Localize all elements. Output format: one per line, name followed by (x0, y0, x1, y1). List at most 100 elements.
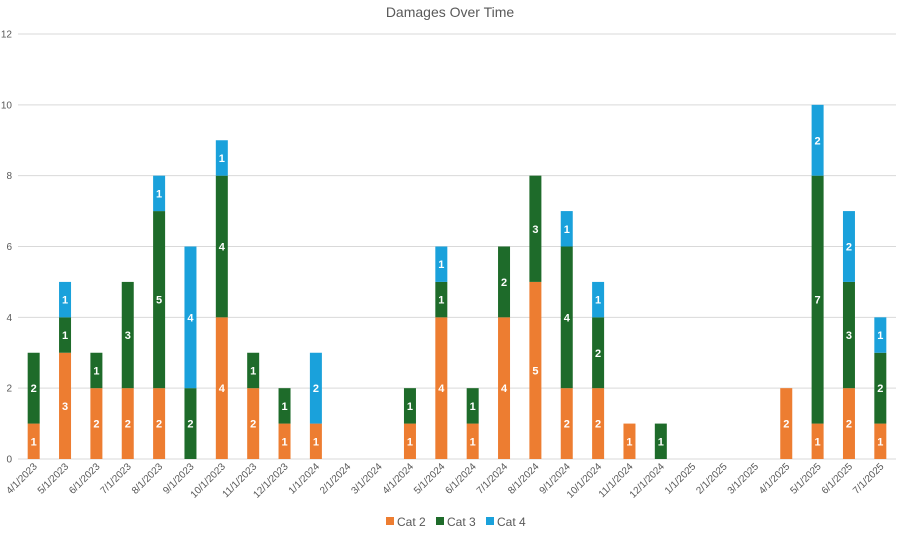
bar-segment (842, 388, 855, 459)
x-tick-label: 5/1/2024 (412, 461, 448, 497)
bar-segment (560, 388, 573, 459)
legend-swatch (386, 517, 394, 525)
bar-segment (153, 388, 166, 459)
bar-segment (59, 281, 72, 318)
data-label: 2 (250, 419, 256, 431)
x-tick-label: 3/1/2024 (349, 461, 385, 497)
data-label: 1 (62, 330, 68, 342)
data-label: 2 (187, 419, 193, 431)
data-label: 1 (93, 365, 99, 377)
data-label: 2 (846, 242, 852, 254)
gridlines (18, 33, 896, 460)
y-tick-label: 6 (6, 242, 12, 253)
legend-label: Cat 4 (497, 515, 526, 529)
data-label: 1 (438, 259, 444, 271)
bar-segment (592, 388, 605, 459)
data-label: 1 (313, 436, 319, 448)
data-label: 1 (281, 401, 287, 413)
data-label: 2 (31, 383, 37, 395)
data-label: 4 (501, 383, 508, 395)
x-tick-label: 7/1/2023 (99, 461, 135, 497)
bar-segment (529, 281, 542, 459)
legend-label: Cat 2 (397, 515, 426, 529)
data-label: 1 (626, 436, 632, 448)
bar-segment (874, 423, 887, 459)
bar-segment (811, 104, 824, 176)
bar-segment (560, 211, 573, 247)
bar-segment (874, 352, 887, 424)
data-label: 1 (470, 401, 476, 413)
data-label: 1 (281, 436, 287, 448)
x-tick-label: 12/1/2023 (251, 461, 291, 501)
y-tick-label: 12 (1, 30, 13, 41)
bar-segment (215, 317, 228, 459)
data-label: 4 (187, 312, 194, 324)
bar-segment (592, 281, 605, 318)
bar-segment (247, 388, 260, 459)
bar-segment (309, 423, 322, 459)
data-label: 2 (125, 419, 131, 431)
bar-segment (59, 317, 72, 353)
data-label: 2 (156, 419, 162, 431)
x-tick-label: 8/1/2024 (506, 461, 542, 497)
y-tick-label: 0 (6, 455, 12, 466)
legend: Cat 2 Cat 3 Cat 4 (386, 515, 526, 529)
bar-segment (498, 317, 511, 459)
x-tick-label: 6/1/2025 (820, 461, 856, 497)
data-label: 2 (93, 419, 99, 431)
bar-segment (498, 246, 511, 318)
legend-swatch (436, 517, 444, 525)
data-label: 1 (877, 330, 883, 342)
data-label: 3 (62, 401, 68, 413)
x-tick-label: 1/1/2024 (287, 461, 323, 497)
bar-segment (90, 388, 103, 459)
bar-segment (27, 352, 40, 424)
x-tick-label: 6/1/2024 (443, 461, 479, 497)
bar-segment (466, 388, 479, 424)
data-label: 1 (62, 295, 68, 307)
y-tick-label: 4 (6, 313, 12, 324)
data-label: 3 (125, 330, 131, 342)
bar-segment (654, 423, 667, 459)
data-label: 2 (313, 383, 319, 395)
data-label: 3 (532, 224, 538, 236)
x-tick-label: 3/1/2025 (726, 461, 762, 497)
bar-segment (278, 388, 291, 424)
data-label: 1 (595, 295, 601, 307)
data-label: 5 (156, 295, 162, 307)
x-tick-label: 5/1/2025 (788, 461, 824, 497)
bar-segment (215, 175, 228, 318)
bar-segment (215, 140, 228, 176)
data-label: 1 (877, 436, 883, 448)
bar-segment (278, 423, 291, 459)
x-tick-label: 5/1/2023 (36, 461, 72, 497)
bar-segment (184, 388, 197, 459)
bar-segment (121, 281, 134, 389)
bar-segment (874, 317, 887, 353)
bars: 1 2 3 1 1 2 1 2 3 2 5 1 2 4 4 4 1 2 1 1 1 1 2 1 1 4 1 1 1 1 4 2 5 3 2 4 1 2 2 1… (27, 104, 887, 459)
data-label: 1 (31, 436, 37, 448)
bar-segment (59, 352, 72, 459)
bar-segment (435, 317, 448, 459)
x-axis: 4/1/20235/1/20236/1/20237/1/20238/1/2023… (4, 461, 886, 501)
bar-segment (309, 352, 322, 424)
bar-segment (435, 281, 448, 318)
x-tick-label: 7/1/2025 (851, 461, 887, 497)
data-label: 1 (407, 401, 413, 413)
x-tick-label: 7/1/2024 (475, 461, 511, 497)
x-tick-label: 6/1/2023 (67, 461, 103, 497)
bar-segment (842, 211, 855, 282)
bar-segment (121, 388, 134, 459)
x-tick-label: 4/1/2025 (757, 461, 793, 497)
bar-segment (592, 317, 605, 389)
data-label: 7 (815, 295, 821, 307)
data-label: 1 (156, 188, 162, 200)
data-label: 2 (815, 135, 821, 147)
bar-segment (560, 246, 573, 389)
bar-segment (842, 281, 855, 389)
data-label: 2 (564, 419, 570, 431)
data-label: 1 (564, 224, 570, 236)
bar-segment (153, 211, 166, 389)
x-tick-label: 4/1/2024 (381, 461, 417, 497)
